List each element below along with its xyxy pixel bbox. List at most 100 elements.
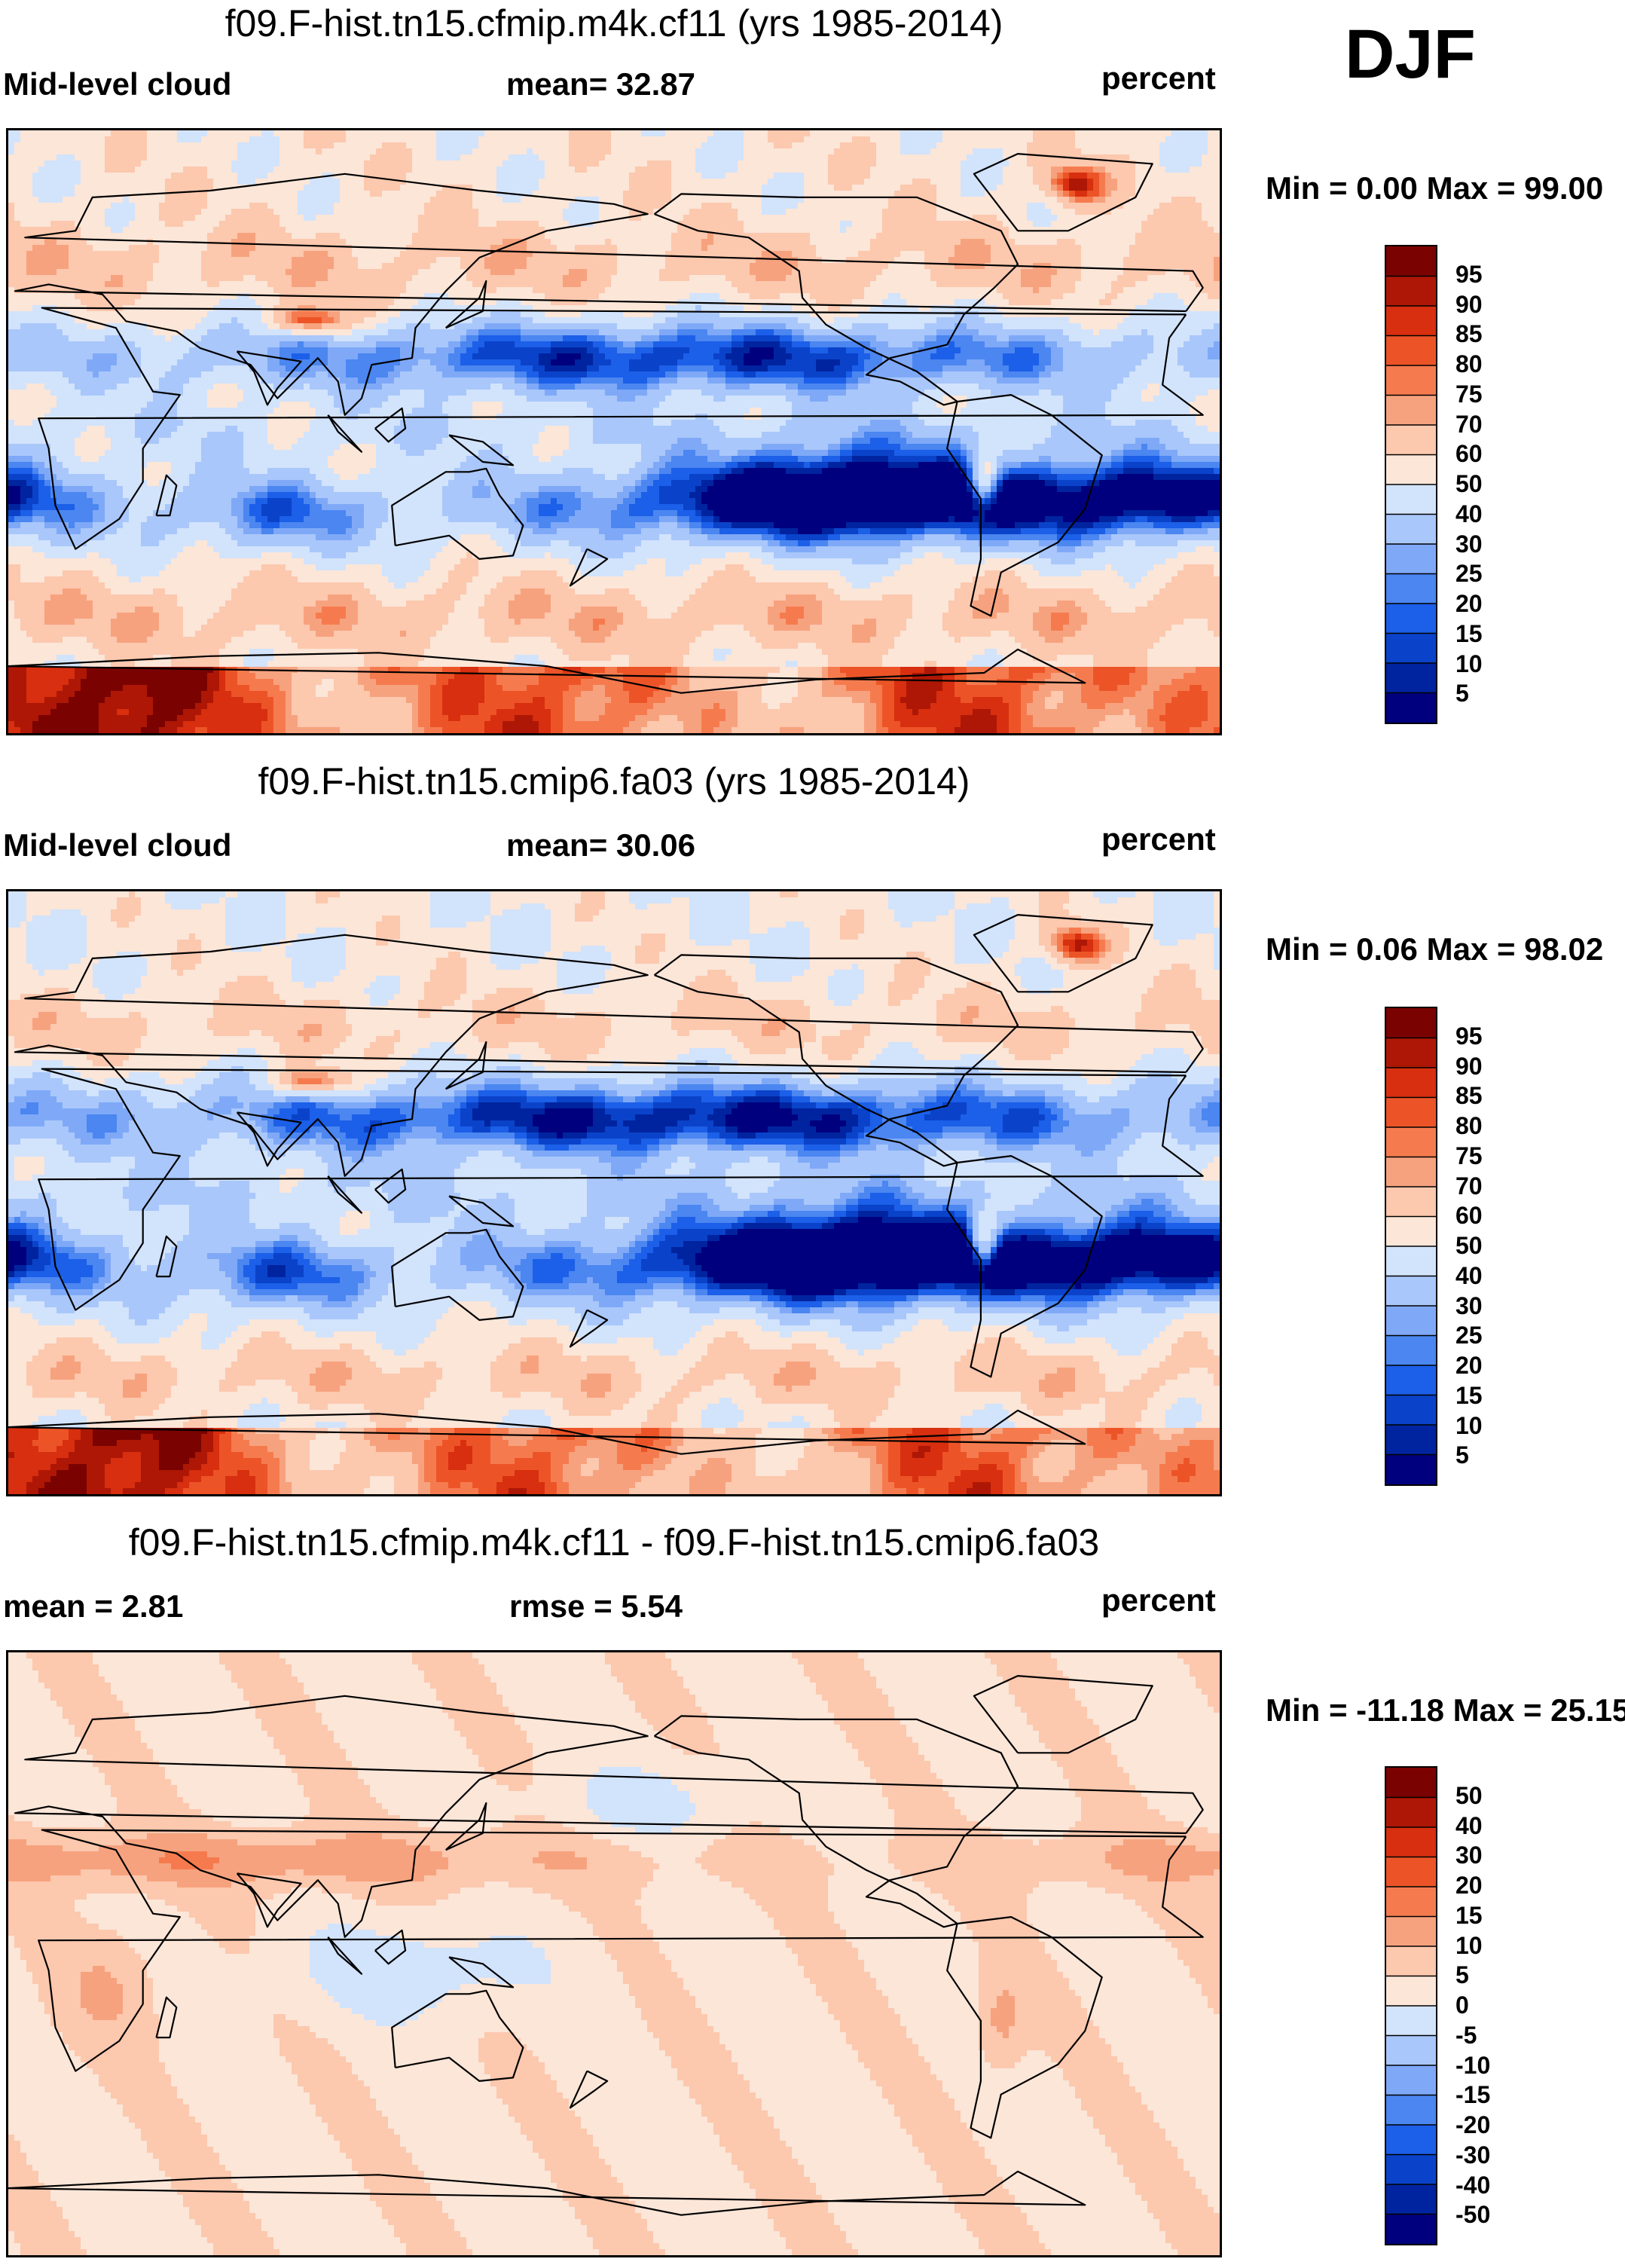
colorbar-tick-label: 90 [1455, 291, 1483, 319]
panel3-colorbar [1385, 1766, 1437, 2245]
field-cells [8, 130, 1220, 733]
panel2-colorbar-svg [1386, 1008, 1436, 1484]
colorbar-segment [1386, 544, 1436, 574]
colorbar-tick-label: 30 [1455, 1842, 1483, 1869]
colorbar-tick-label: 20 [1455, 590, 1483, 618]
colorbar-tick-label: 95 [1455, 1022, 1483, 1050]
colorbar-tick-label: 10 [1455, 1412, 1483, 1440]
colorbar-segment [1386, 2125, 1436, 2155]
panel1-title: f09.F-hist.tn15.cfmip.m4k.cf11 (yrs 1985… [0, 2, 1228, 45]
panel3-units-label: percent [1101, 1582, 1216, 1618]
colorbar-tick-label: 20 [1455, 1872, 1483, 1900]
colorbar-segment [1386, 1187, 1436, 1217]
colorbar-segment [1386, 1798, 1436, 1828]
panel1-units-label: percent [1101, 60, 1216, 96]
colorbar-segment [1386, 484, 1436, 515]
colorbar-tick-label: 85 [1455, 320, 1483, 348]
colorbar-segment [1386, 455, 1436, 485]
colorbar-tick-label: 15 [1455, 620, 1483, 648]
colorbar-segment [1386, 2184, 1436, 2215]
colorbar-segment [1386, 1157, 1436, 1187]
colorbar-tick-label: 75 [1455, 1142, 1483, 1170]
panel3-colorbar-svg [1386, 1768, 1436, 2244]
season-label: DJF [1345, 15, 1476, 94]
panel2-colorbar [1385, 1007, 1437, 1486]
colorbar-tick-label: -20 [1455, 2111, 1490, 2139]
colorbar-tick-label: 80 [1455, 350, 1483, 378]
field-cells [8, 891, 1220, 1494]
colorbar-segment [1386, 1917, 1436, 1947]
panel2-map-svg [8, 891, 1220, 1494]
colorbar-tick-label: 75 [1455, 381, 1483, 408]
panel3-map [6, 1650, 1222, 2257]
colorbar-segment [1386, 2036, 1436, 2066]
colorbar-tick-label: 10 [1455, 650, 1483, 678]
colorbar-segment [1386, 1008, 1436, 1038]
panel2-mean-label: mean= 30.06 [506, 827, 695, 863]
colorbar-segment [1386, 1306, 1436, 1336]
colorbar-tick-label: 0 [1455, 1991, 1469, 2019]
colorbar-tick-label: 5 [1455, 1441, 1469, 1469]
colorbar-segment [1386, 1127, 1436, 1157]
panel3-map-svg [8, 1652, 1220, 2255]
panel3-rmse-label: rmse = 5.54 [509, 1588, 683, 1625]
colorbar-segment [1386, 1887, 1436, 1917]
colorbar-segment [1386, 1827, 1436, 1857]
colorbar-segment [1386, 2095, 1436, 2126]
panel1-colorbar-svg [1386, 246, 1436, 723]
colorbar-tick-label: -30 [1455, 2141, 1490, 2169]
colorbar-tick-label: -15 [1455, 2081, 1490, 2109]
colorbar-segment [1386, 1068, 1436, 1098]
colorbar-tick-label: 95 [1455, 261, 1483, 289]
colorbar-tick-label: 15 [1455, 1382, 1483, 1410]
colorbar-tick-label: 25 [1455, 1322, 1483, 1349]
colorbar-tick-label: 60 [1455, 440, 1483, 468]
colorbar-segment [1386, 396, 1436, 426]
colorbar-tick-label: 50 [1455, 1232, 1483, 1260]
colorbar-segment [1386, 1365, 1436, 1395]
colorbar-segment [1386, 1946, 1436, 1976]
panel2-map [6, 889, 1222, 1496]
colorbar-segment [1386, 1976, 1436, 2007]
panel3-mean-label: mean = 2.81 [3, 1588, 183, 1625]
colorbar-segment [1386, 1425, 1436, 1455]
colorbar-tick-label: 5 [1455, 680, 1469, 708]
colorbar-tick-label: 70 [1455, 1172, 1483, 1200]
colorbar-tick-label: 30 [1455, 530, 1483, 558]
colorbar-tick-label: 40 [1455, 1812, 1483, 1840]
panel2-title: f09.F-hist.tn15.cmip6.fa03 (yrs 1985-201… [0, 760, 1228, 803]
colorbar-segment [1386, 1276, 1436, 1307]
panel1-map [6, 128, 1222, 735]
colorbar-tick-label: 20 [1455, 1352, 1483, 1380]
panel1-mean-label: mean= 32.87 [506, 66, 695, 102]
colorbar-segment [1386, 1768, 1436, 1798]
colorbar-segment [1386, 425, 1436, 455]
colorbar-segment [1386, 246, 1436, 277]
colorbar-tick-label: 40 [1455, 500, 1483, 528]
colorbar-segment [1386, 663, 1436, 693]
colorbar-segment [1386, 277, 1436, 307]
panel2-minmax: Min = 0.06 Max = 98.02 [1266, 931, 1603, 967]
colorbar-tick-label: -5 [1455, 2022, 1477, 2049]
colorbar-segment [1386, 2215, 1436, 2245]
colorbar-tick-label: 5 [1455, 1961, 1469, 1989]
colorbar-tick-label: -50 [1455, 2201, 1490, 2229]
colorbar-segment [1386, 1455, 1436, 1485]
colorbar-tick-label: 90 [1455, 1053, 1483, 1081]
colorbar-tick-label: 85 [1455, 1082, 1483, 1110]
colorbar-segment [1386, 336, 1436, 366]
colorbar-tick-label: 80 [1455, 1112, 1483, 1140]
colorbar-segment [1386, 1857, 1436, 1887]
colorbar-segment [1386, 1336, 1436, 1366]
colorbar-segment [1386, 515, 1436, 545]
colorbar-tick-label: 15 [1455, 1902, 1483, 1930]
colorbar-tick-label: 50 [1455, 1782, 1483, 1810]
colorbar-segment [1386, 1395, 1436, 1426]
colorbar-segment [1386, 574, 1436, 604]
colorbar-tick-label: 10 [1455, 1932, 1483, 1960]
colorbar-segment [1386, 1246, 1436, 1276]
colorbar-tick-label: 30 [1455, 1292, 1483, 1320]
colorbar-segment [1386, 693, 1436, 723]
panel1-minmax: Min = 0.00 Max = 99.00 [1266, 170, 1603, 206]
panel3-minmax: Min = -11.18 Max = 25.15 [1266, 1692, 1625, 1729]
